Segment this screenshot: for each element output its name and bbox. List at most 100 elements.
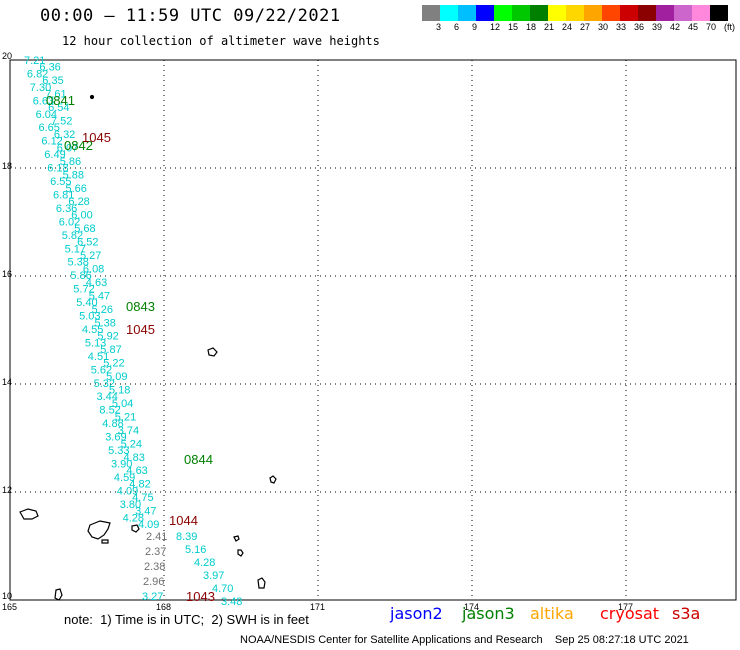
wave-height-reading: 6.35: [42, 75, 63, 87]
wave-height-reading: 6.28: [68, 196, 89, 208]
legend-label: 15: [508, 22, 519, 32]
wave-height-reading: 6.02: [59, 216, 80, 228]
pass-label: 1045: [126, 322, 155, 337]
wave-height-reading: 2.37: [145, 546, 166, 558]
legend-swatch: [512, 5, 530, 21]
wave-height-reading: 4.63: [126, 465, 147, 477]
legend-label: 70: [706, 22, 717, 32]
legend-swatch: [602, 5, 620, 21]
island-outline: [101, 539, 109, 544]
pass-label: 0842: [64, 138, 93, 153]
island-outline: [19, 508, 39, 520]
wave-height-reading: 5.66: [66, 183, 87, 195]
wave-height-reading: 4.09: [117, 485, 138, 497]
legend-swatch: [476, 5, 494, 21]
legend-swatch: [638, 5, 656, 21]
legend-swatch: [566, 5, 584, 21]
wave-height-reading: 4.70: [212, 583, 233, 595]
wave-height-reading: 5.17: [65, 243, 86, 255]
wave-height-reading: 6.08: [83, 264, 104, 276]
footnote: note: 1) Time is in UTC; 2) SWH is in fe…: [64, 612, 309, 627]
landmasses: [19, 94, 277, 601]
lon-tick: 165: [2, 602, 17, 612]
legend-swatch: [584, 5, 602, 21]
island-outline: [257, 577, 266, 589]
wave-height-reading: 6.63: [33, 95, 54, 107]
wave-height-reading: 5.21: [115, 411, 136, 423]
wave-height-reading: 5.32: [94, 378, 115, 390]
legend-label: 42: [670, 22, 681, 32]
legend-label: 39: [652, 22, 663, 32]
pass-label: 1043: [186, 589, 215, 604]
wave-height-reading: 8.52: [99, 405, 120, 417]
legend-swatch: [422, 5, 440, 21]
pass-label: 0841: [46, 93, 75, 108]
wave-height-reading: 5.40: [76, 297, 97, 309]
legend-label: 9: [472, 22, 478, 32]
wave-height-reading: 6.12: [41, 136, 62, 148]
legend-swatch: [656, 5, 674, 21]
wave-height-reading: 6.54: [48, 102, 69, 114]
island-dot: [89, 94, 95, 100]
lon-tick: 168: [156, 602, 171, 612]
legend-label: 45: [688, 22, 699, 32]
island-outline: [207, 347, 218, 357]
lon-tick: 171: [310, 602, 325, 612]
wave-height-reading: 5.86: [60, 156, 81, 168]
lon-tick: 174: [464, 602, 479, 612]
wave-height-reading: 4.28: [194, 557, 215, 569]
wave-height-reading: 6.32: [54, 129, 75, 141]
wave-height-reading: 5.33: [108, 445, 129, 457]
legend-swatch: [692, 5, 710, 21]
wave-height-reading: 5.86: [70, 270, 91, 282]
lon-tick: 177: [618, 602, 633, 612]
legend-label: 27: [580, 22, 591, 32]
lat-tick: 12: [2, 485, 12, 495]
legend-swatch: [620, 5, 638, 21]
wave-height-reading: 5.82: [62, 230, 83, 242]
wave-height-reading: 2.41: [146, 531, 167, 543]
map-frame: [9, 59, 737, 601]
wave-height-reading: 5.03: [79, 311, 100, 323]
wave-height-reading: 5.13: [85, 337, 106, 349]
track-jason3-readings: 7.216.366.826.357.307.616.636.546.047.52…: [24, 55, 167, 603]
wave-height-reading: 5.38: [95, 317, 116, 329]
wave-height-reading: 4.63: [86, 277, 107, 289]
lat-tick: 10: [2, 591, 12, 601]
wave-height-reading: 4.09: [138, 519, 159, 531]
wave-height-reading: 3.47: [135, 506, 156, 518]
wave-height-reading: 5.88: [63, 169, 84, 181]
wave-height-reading: 7.30: [30, 82, 51, 94]
wave-height-reading: 3.69: [105, 432, 126, 444]
wave-height-reading: 2.38: [144, 561, 165, 573]
wave-height-reading: 6.82: [27, 68, 48, 80]
island-outline: [87, 520, 111, 540]
wave-height-reading: 5.09: [106, 371, 127, 383]
wave-height-reading: 5.16: [185, 544, 206, 556]
wave-height-reading: 3.97: [203, 570, 224, 582]
wave-height-reading: 6.07: [57, 142, 78, 154]
lat-tick: 20: [2, 51, 12, 61]
wave-height-reading: 4.51: [88, 351, 109, 363]
island-outline: [54, 588, 63, 601]
legend-swatch: [548, 5, 566, 21]
legend-label: 3: [436, 22, 442, 32]
island-outline: [233, 535, 240, 542]
wave-height-reading: 7.52: [51, 116, 72, 128]
pass-label: 0844: [184, 452, 213, 467]
legend-label: 6: [454, 22, 460, 32]
color-scale-labels: 3 6 9 12 15 18 21 24 27 30 33 36 39 42 45 70 (ft): [422, 22, 740, 34]
legend-swatch: [494, 5, 512, 21]
lat-tick: 18: [2, 161, 12, 171]
wave-height-reading: 6.81: [53, 190, 74, 202]
mission-jason3: jason3: [462, 604, 515, 623]
island-outline: [237, 549, 244, 557]
wave-height-reading: 4.82: [129, 479, 150, 491]
lat-tick: 14: [2, 377, 12, 387]
legend-label: 18: [526, 22, 537, 32]
legend-swatch: [674, 5, 692, 21]
wave-height-reading: 5.22: [103, 358, 124, 370]
wave-height-reading: 7.21: [24, 55, 45, 67]
wave-height-reading: 8.39: [176, 531, 197, 543]
